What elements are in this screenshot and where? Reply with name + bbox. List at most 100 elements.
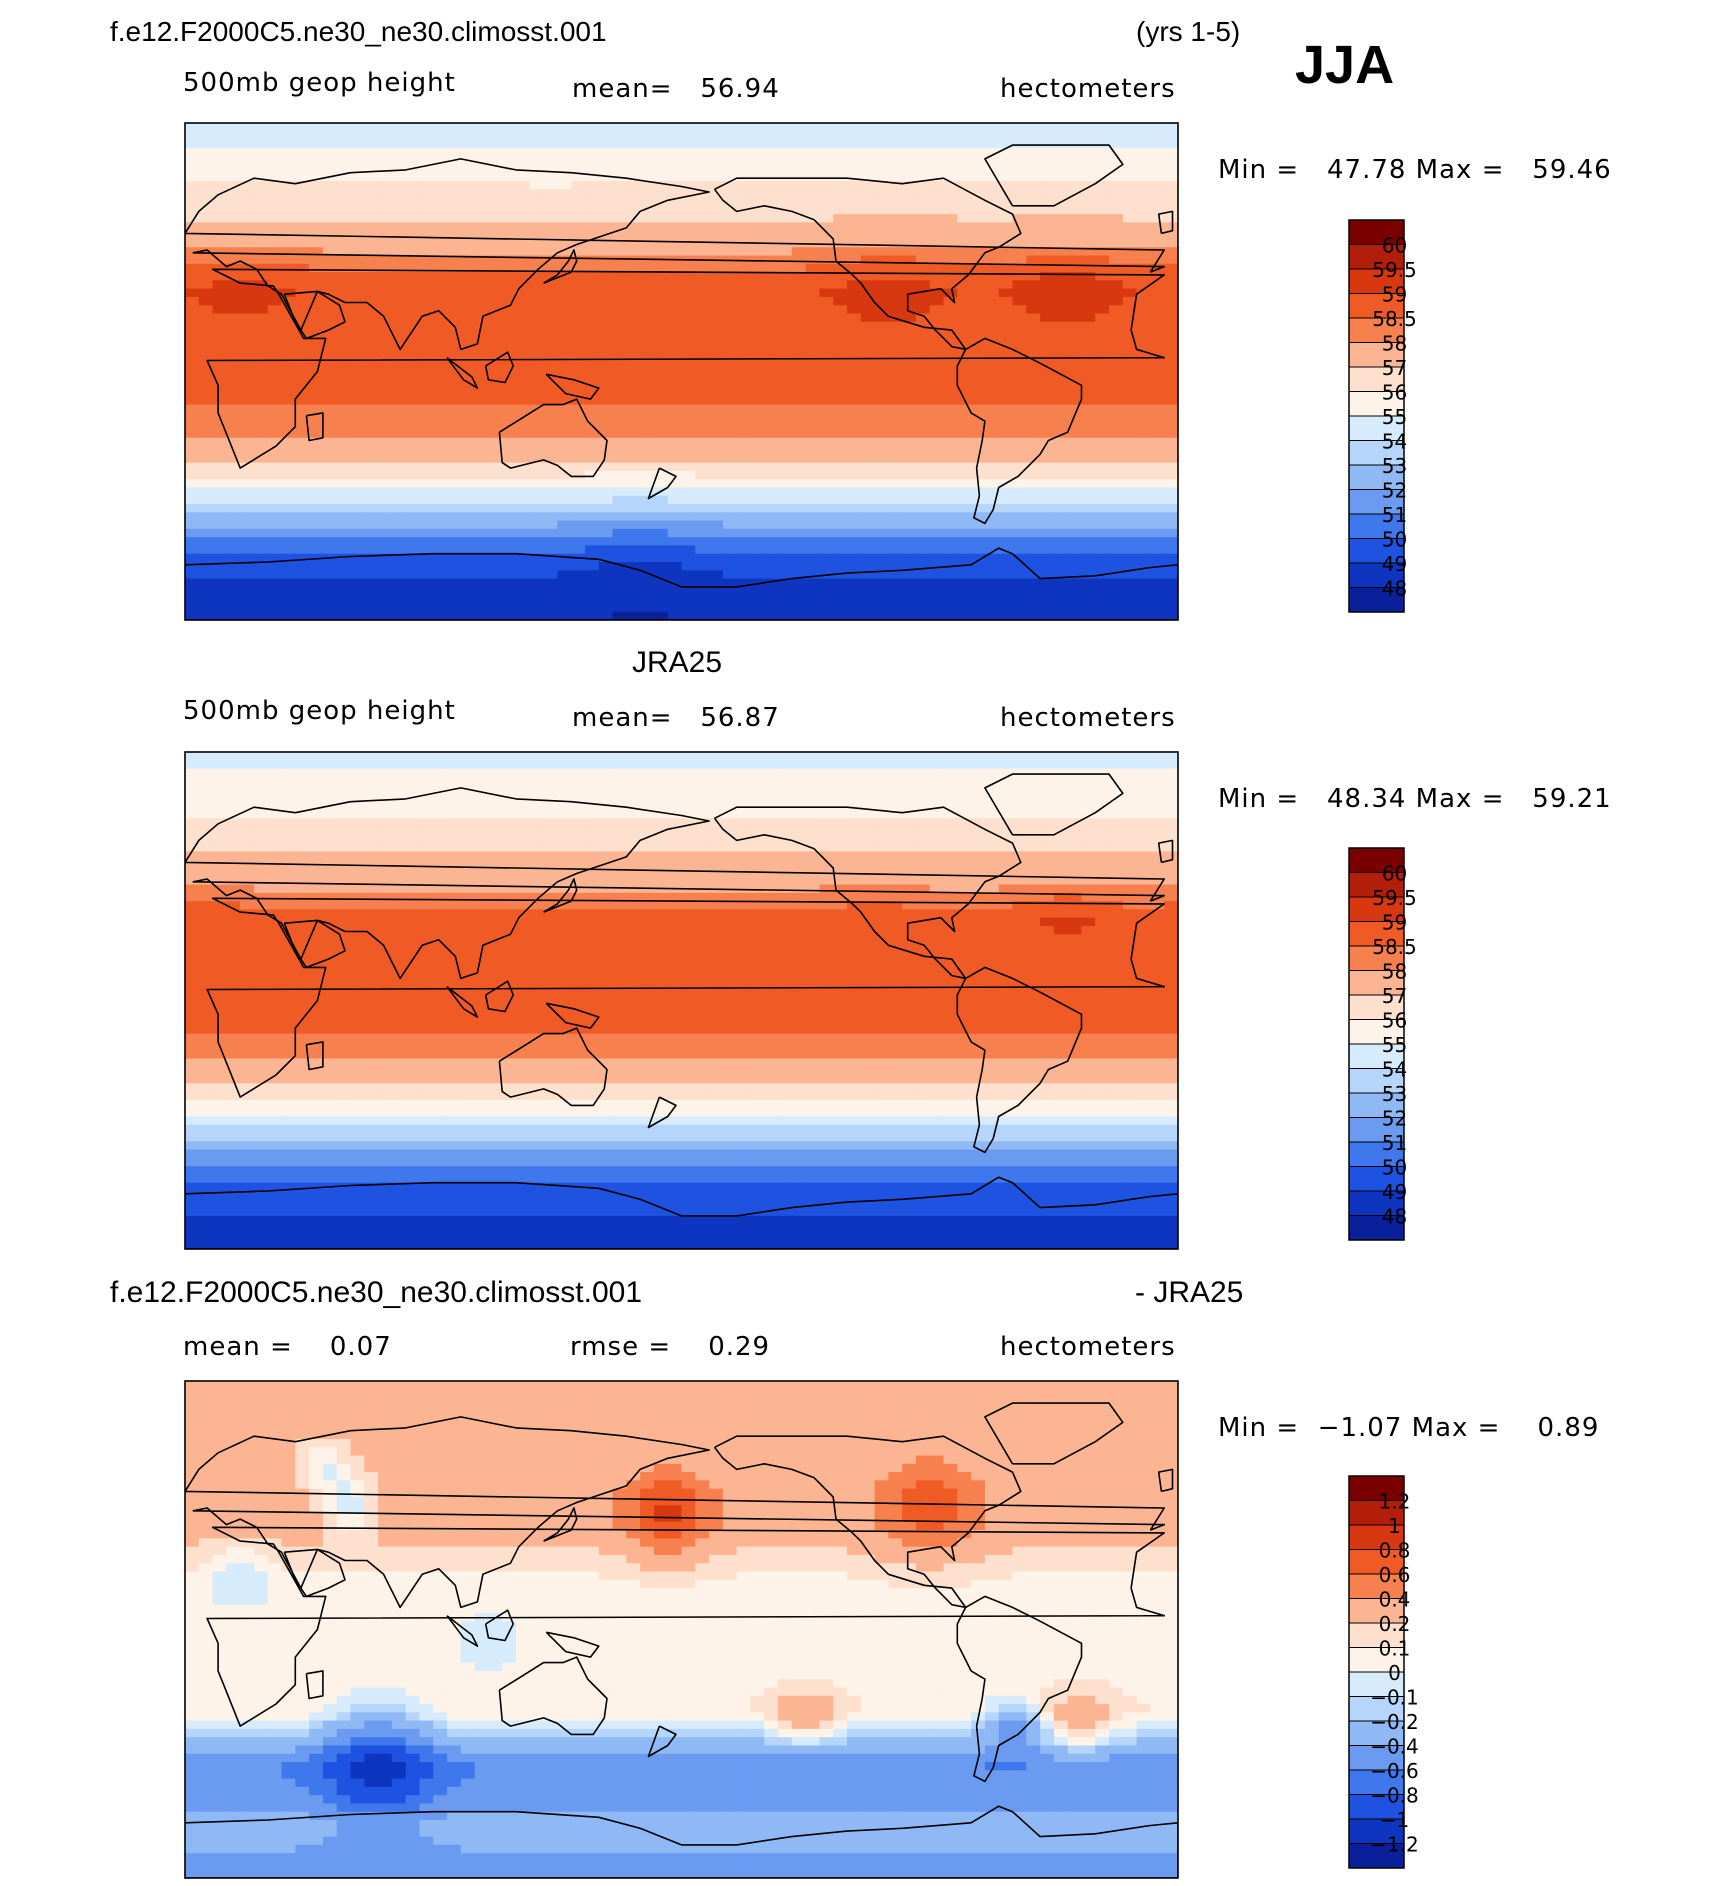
contour-cell bbox=[391, 429, 407, 439]
contour-cell bbox=[1012, 238, 1027, 248]
contour-cell bbox=[971, 404, 986, 414]
contour-cell bbox=[1012, 396, 1027, 406]
contour-cell bbox=[791, 156, 807, 166]
contour-cell bbox=[626, 586, 641, 596]
contour-cell bbox=[764, 197, 779, 207]
contour-cell bbox=[447, 330, 462, 339]
contour-cell bbox=[695, 470, 710, 480]
contour-cell bbox=[336, 189, 352, 199]
contour-cell bbox=[488, 214, 503, 223]
contour-cell bbox=[1150, 313, 1165, 323]
contour-cell bbox=[460, 437, 476, 447]
contour-cell bbox=[391, 611, 407, 620]
contour-cell bbox=[309, 495, 324, 505]
contour-cell bbox=[598, 205, 614, 215]
contour-cell bbox=[971, 388, 986, 397]
contour-cell bbox=[1067, 586, 1083, 596]
contour-cell bbox=[915, 809, 931, 819]
contour-cell bbox=[212, 404, 227, 414]
contour-cell bbox=[888, 785, 903, 795]
contour-cell bbox=[474, 768, 490, 778]
contour-cell bbox=[460, 462, 476, 472]
contour-cell bbox=[502, 313, 517, 323]
contour-cell bbox=[571, 793, 586, 803]
contour-cell bbox=[267, 462, 283, 472]
contour-cell bbox=[529, 801, 545, 811]
contour-cell bbox=[681, 247, 696, 257]
contour-cell bbox=[226, 371, 241, 381]
contour-cell bbox=[433, 371, 448, 381]
contour-cell bbox=[529, 446, 545, 455]
contour-cell bbox=[460, 197, 476, 207]
contour-cell bbox=[1122, 785, 1138, 795]
contour-cell bbox=[764, 205, 779, 215]
contour-cell bbox=[240, 495, 255, 505]
contour-cell bbox=[488, 520, 503, 530]
contour-cell bbox=[860, 470, 876, 480]
contour-cell bbox=[405, 462, 421, 472]
contour-cell bbox=[516, 537, 531, 547]
contour-cell bbox=[433, 437, 448, 447]
contour-cell bbox=[998, 247, 1014, 257]
contour-cell bbox=[791, 371, 807, 381]
contour-cell bbox=[653, 147, 669, 157]
contour-cell bbox=[819, 768, 834, 778]
colorbar-label: 58.5 bbox=[1372, 307, 1417, 331]
contour-cell bbox=[709, 238, 724, 248]
contour-cell bbox=[667, 396, 683, 406]
contour-cell bbox=[295, 578, 310, 588]
contour-cell bbox=[322, 495, 338, 505]
contour-cell bbox=[709, 495, 724, 505]
contour-cell bbox=[1122, 247, 1138, 257]
contour-cell bbox=[295, 338, 310, 348]
contour-cell bbox=[584, 363, 600, 373]
contour-cell bbox=[1012, 371, 1027, 381]
contour-cell bbox=[391, 793, 407, 803]
contour-cell bbox=[819, 776, 834, 786]
contour-cell bbox=[267, 363, 283, 373]
contour-cell bbox=[833, 305, 848, 315]
contour-cell bbox=[833, 768, 848, 778]
contour-cell bbox=[543, 388, 558, 397]
contour-cell bbox=[598, 180, 614, 190]
contour-cell bbox=[736, 479, 752, 489]
contour-cell bbox=[764, 338, 779, 348]
contour-cell bbox=[584, 611, 600, 620]
contour-cell bbox=[1081, 255, 1096, 265]
contour-cell bbox=[957, 123, 972, 132]
contour-cell bbox=[1136, 180, 1152, 190]
contour-cell bbox=[378, 272, 393, 281]
contour-cell bbox=[226, 578, 241, 588]
contour-cell bbox=[419, 255, 434, 265]
contour-cell bbox=[516, 752, 531, 761]
contour-cell bbox=[336, 437, 352, 447]
contour-cell bbox=[474, 164, 490, 174]
contour-cell bbox=[1053, 371, 1069, 381]
contour-cell bbox=[640, 809, 655, 819]
contour-cell bbox=[460, 180, 476, 190]
contour-cell bbox=[998, 197, 1014, 207]
contour-cell bbox=[405, 528, 421, 538]
contour-cell bbox=[653, 437, 669, 447]
contour-cell bbox=[1053, 793, 1069, 803]
contour-cell bbox=[874, 595, 889, 605]
contour-cell bbox=[984, 172, 1000, 182]
contour-cell bbox=[1067, 338, 1083, 348]
contour-cell bbox=[971, 760, 986, 770]
contour-cell bbox=[364, 313, 379, 323]
contour-cell bbox=[778, 429, 793, 439]
contour-cell bbox=[709, 338, 724, 348]
contour-cell bbox=[281, 172, 296, 182]
contour-cell bbox=[667, 504, 683, 513]
contour-cell bbox=[598, 363, 614, 373]
contour-cell bbox=[833, 222, 848, 232]
contour-cell bbox=[1040, 247, 1055, 257]
contour-cell bbox=[640, 280, 655, 290]
contour-cell bbox=[474, 180, 490, 190]
contour-cell bbox=[1109, 570, 1124, 580]
contour-cell bbox=[1164, 809, 1178, 819]
contour-cell bbox=[791, 768, 807, 778]
contour-cell bbox=[253, 520, 269, 530]
contour-cell bbox=[943, 785, 958, 795]
contour-cell bbox=[1095, 785, 1110, 795]
